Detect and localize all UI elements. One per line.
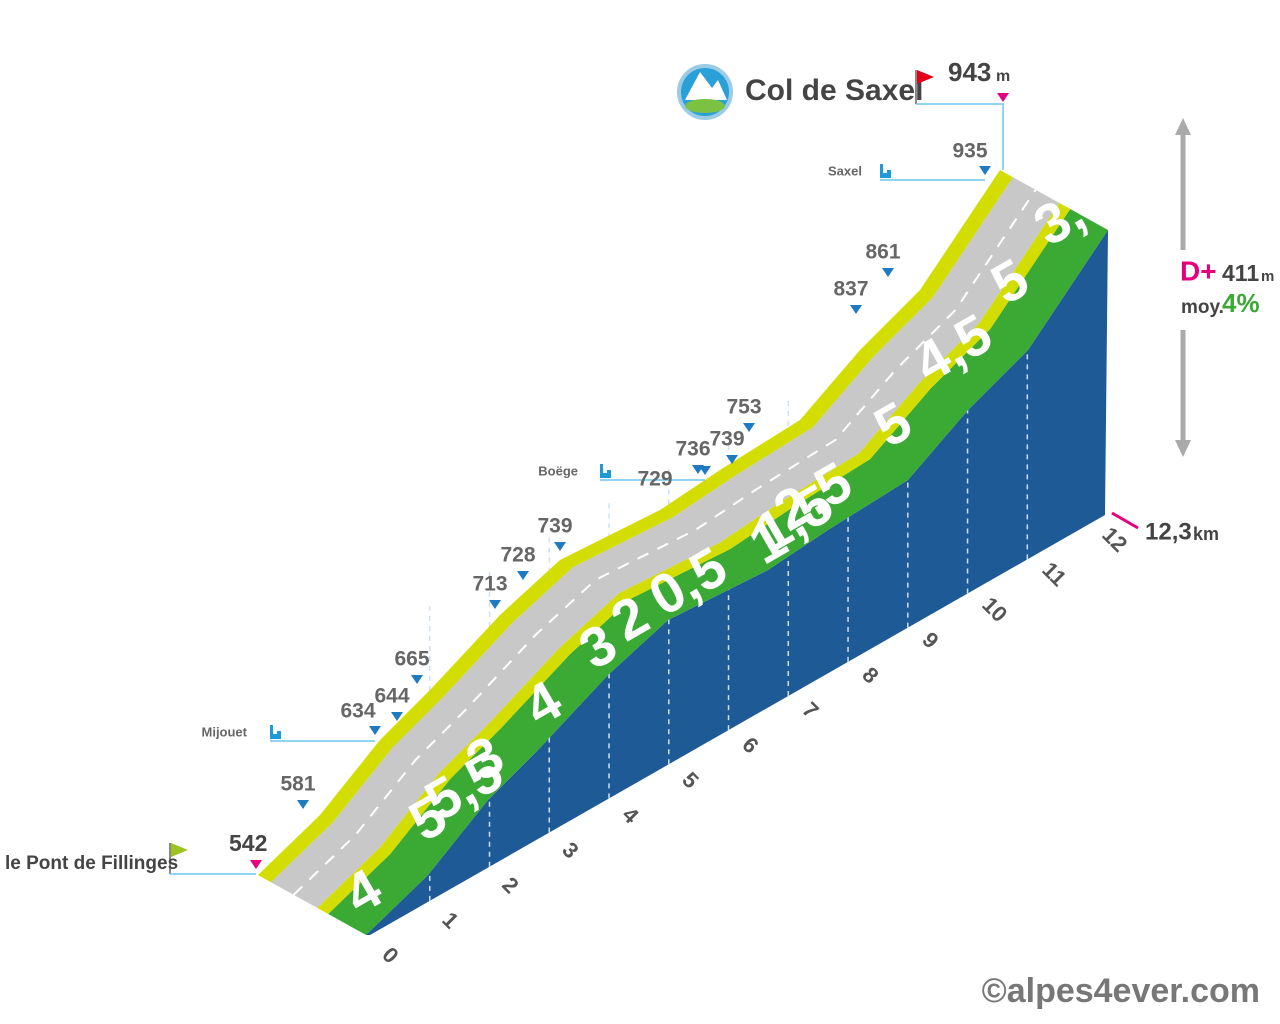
altitude-marker (850, 305, 862, 314)
km-tick-label: 2 (497, 872, 523, 898)
altitude-label: 861 (865, 241, 900, 264)
icon-grass (685, 99, 725, 113)
profile-layer (258, 170, 1108, 935)
km-tick-label: 12 (1097, 522, 1132, 557)
village-icon (270, 725, 281, 739)
summit-altitude: 943 (948, 57, 991, 87)
altitude-marker (882, 268, 894, 277)
km-tick-label: 6 (737, 732, 763, 758)
village-altitude: 935 (952, 140, 987, 163)
altitude-label: 581 (280, 773, 315, 796)
credit: ©alpes4ever.com (982, 972, 1260, 1010)
start-name: le Pont de Fillinges (5, 853, 178, 874)
start-flag (171, 843, 188, 857)
road-centre-line (292, 189, 1037, 896)
village-marker (369, 726, 381, 735)
road-edge-inner (317, 203, 1071, 914)
km-tick-label: 7 (797, 697, 823, 723)
altitude-label: 644 (374, 685, 409, 708)
road-edge-outer (258, 170, 1013, 883)
altitude-marker (489, 600, 501, 609)
km-tick-label: 10 (977, 592, 1012, 627)
icon-mountain (685, 72, 727, 100)
altitude-marker (391, 712, 403, 721)
altitude-marker (743, 423, 755, 432)
climb-name: Col de Saxel (745, 74, 923, 107)
altitude-marker (517, 571, 529, 580)
village-marker (979, 166, 991, 175)
gain-arrowhead-bottom (1175, 440, 1191, 457)
distance-marker (1111, 511, 1139, 530)
village-altitude: 634 (340, 700, 375, 723)
km-tick-label: 11 (1037, 557, 1071, 591)
altitude-label: 739 (709, 428, 744, 451)
km-tick-label: 4 (617, 802, 644, 829)
start-marker (250, 860, 262, 869)
summit-flag (917, 70, 934, 84)
distance-value: 12,3 (1145, 518, 1192, 545)
distance-unit: km (1193, 524, 1219, 544)
profile-side (366, 230, 1108, 935)
altitude-label: 713 (472, 573, 507, 596)
village-name: Boëge (538, 463, 578, 478)
km-tick-label: 5 (677, 767, 703, 793)
altitude-label: 739 (537, 515, 572, 538)
average-value: 4% (1222, 288, 1260, 318)
village-marker (699, 466, 711, 475)
summit-unit: m (996, 68, 1010, 85)
village-icon (880, 164, 891, 178)
village-altitude: 729 (637, 468, 672, 491)
village-name: Saxel (828, 163, 862, 178)
road (270, 177, 1060, 908)
altitude-label: 665 (394, 648, 429, 671)
gain-label: D+ (1180, 255, 1217, 286)
summit-marker (997, 93, 1009, 102)
average-label: moy. (1181, 297, 1224, 318)
altitude-label: 736 (675, 438, 710, 461)
village-name: Mijouet (202, 724, 248, 739)
km-tick-label: 8 (857, 662, 883, 688)
gain-value: 411 (1222, 260, 1259, 286)
village-icon (600, 464, 611, 478)
gain-unit: m (1261, 268, 1274, 285)
summit-leader (916, 103, 1004, 170)
altitude-marker (411, 675, 423, 684)
altitude-label: 728 (500, 544, 535, 567)
altitude-marker (554, 542, 566, 551)
start-altitude: 542 (229, 830, 267, 856)
km-tick-label: 3 (557, 837, 583, 863)
altitude-label: 837 (833, 278, 868, 301)
gain-arrowhead-top (1175, 118, 1191, 135)
km-tick-label: 9 (917, 627, 943, 653)
altitude-marker (726, 455, 738, 464)
km-tick-label: 0 (377, 942, 403, 968)
altitude-label: 753 (726, 396, 761, 419)
gradient-band (328, 209, 1108, 935)
km-tick-label: 1 (437, 907, 463, 933)
altitude-marker (297, 800, 309, 809)
